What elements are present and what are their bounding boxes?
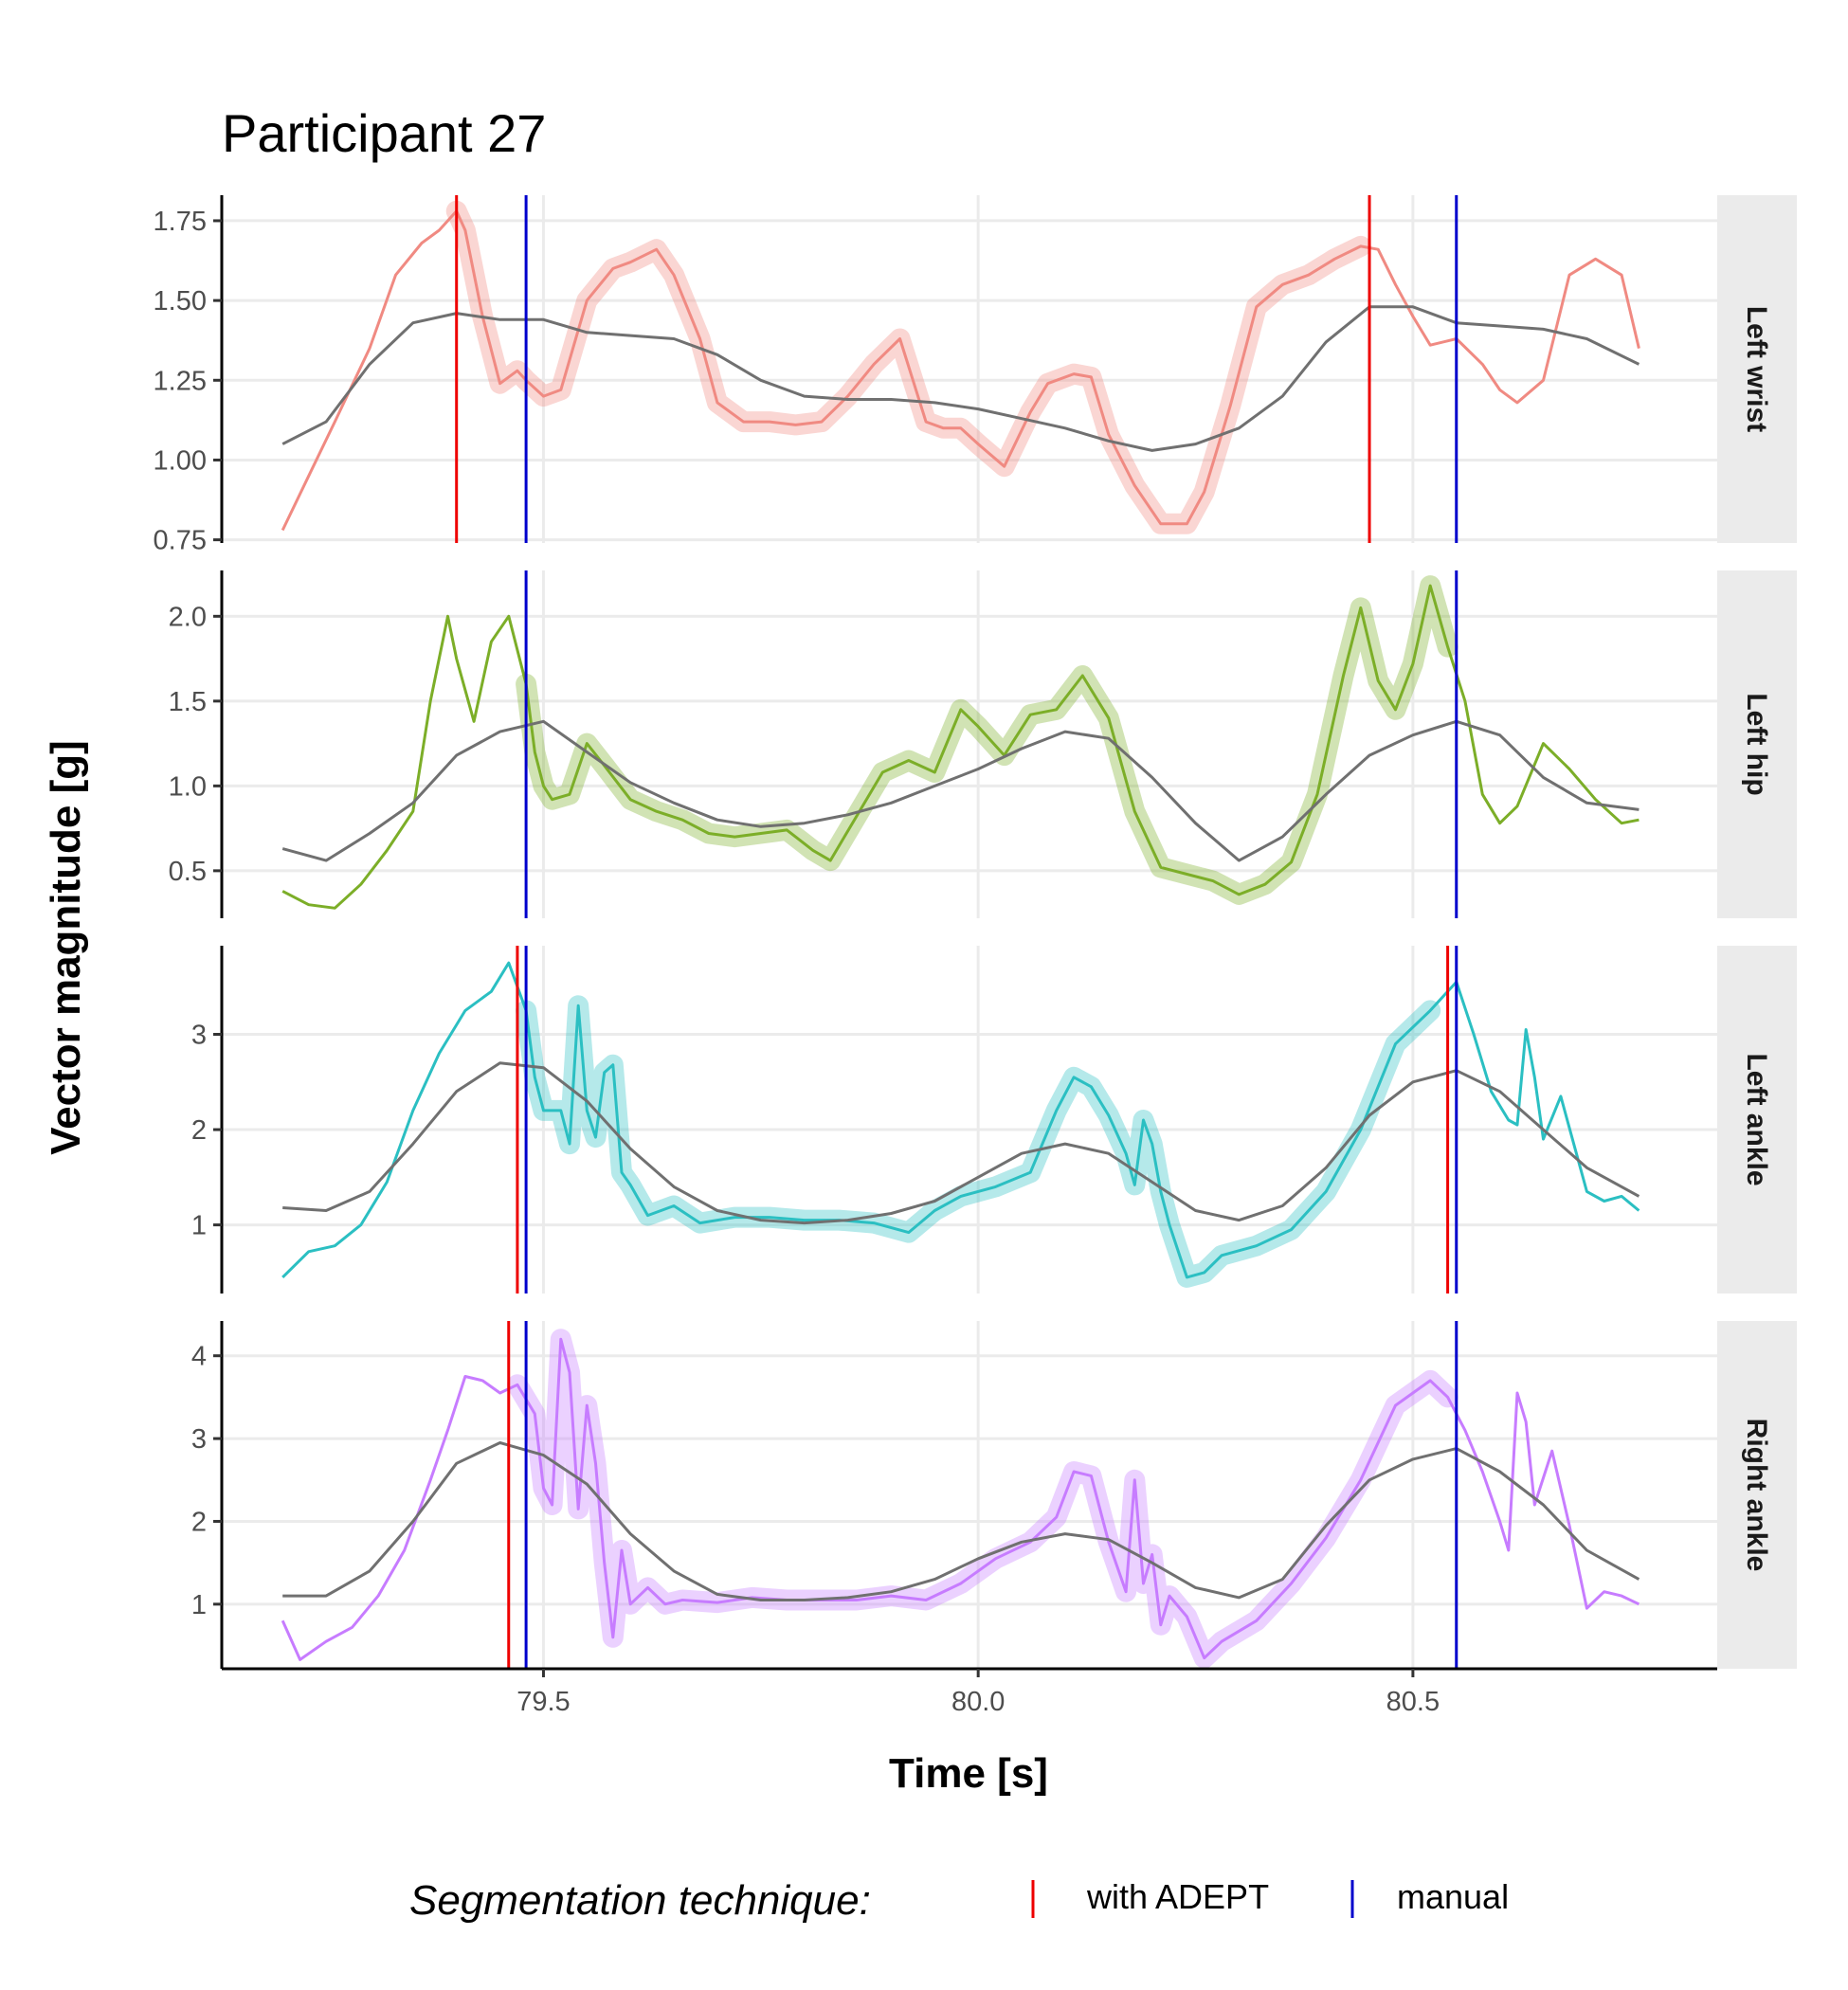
legend: Segmentation technique: with ADEPT manua… [409,1877,1509,1924]
signal-line [281,1337,1640,1661]
panel-left-wrist: 0.75 1.00 1.25 1.50 1.75 Left wrist [154,195,1797,556]
y-tick-label: 1 [191,1211,207,1241]
x-axis-title: Time [s] [889,1750,1048,1797]
y-tick-label: 0.75 [154,526,207,556]
legend-label-manual: manual [1397,1877,1509,1916]
facet-strip [1717,570,1797,918]
panel-right-ankle: 1 2 3 4 Right ankle [191,1321,1797,1669]
smoothed-line [282,1441,1640,1601]
panel-left-ankle: 1 2 3 Left ankle [191,946,1797,1294]
segment-highlight [506,1329,1458,1669]
y-tick-label: 1.75 [154,207,207,237]
smoothed-line [282,1061,1640,1225]
y-tick-label: 4 [191,1342,207,1372]
facet-label-right-ankle: Right ankle [1741,1419,1772,1572]
facet-panels: 0.75 1.00 1.25 1.50 1.75 Left wrist 0.5 1.0 1.5 2… [154,195,1797,1669]
y-tick-label: 2.0 [169,602,207,632]
legend-label-with-adept: with ADEPT [1086,1877,1269,1916]
facet-strip [1717,1321,1797,1669]
y-tick-label: 1.50 [154,286,207,317]
x-axis: 79.5 80.0 80.5 [222,1667,1717,1717]
signal-line [281,961,1640,1279]
y-tick-label: 1.5 [169,687,207,717]
signal-line [281,209,1640,532]
y-axis-title: Vector magnitude [g] [43,740,89,1155]
smoothed-line [281,305,1640,452]
facet-strip [1717,946,1797,1294]
legend-title: Segmentation technique: [409,1877,871,1924]
y-tick-label: 0.5 [169,857,207,887]
facet-strip [1717,195,1797,543]
chart-title: Participant 27 [222,103,546,163]
facet-label-left-hip: Left hip [1741,693,1772,795]
y-tick-label: 2 [191,1507,207,1537]
signal-line [281,584,1640,910]
x-tick-label: 80.0 [951,1687,1005,1717]
x-tick-label: 79.5 [516,1687,570,1717]
y-tick-label: 1 [191,1590,207,1620]
y-tick-label: 1.0 [169,771,207,802]
smoothed-line [281,719,1640,862]
panel-left-hip: 0.5 1.0 1.5 2.0 Left hip [169,570,1797,918]
x-tick-label: 80.5 [1386,1687,1440,1717]
y-tick-label: 1.00 [154,445,207,476]
y-tick-label: 1.25 [154,366,207,396]
y-tick-label: 2 [191,1115,207,1146]
segment-highlight [516,575,1458,905]
facet-label-left-ankle: Left ankle [1741,1053,1772,1185]
y-tick-label: 3 [191,1424,207,1455]
y-tick-label: 3 [191,1021,207,1051]
facet-label-left-wrist: Left wrist [1741,306,1772,432]
